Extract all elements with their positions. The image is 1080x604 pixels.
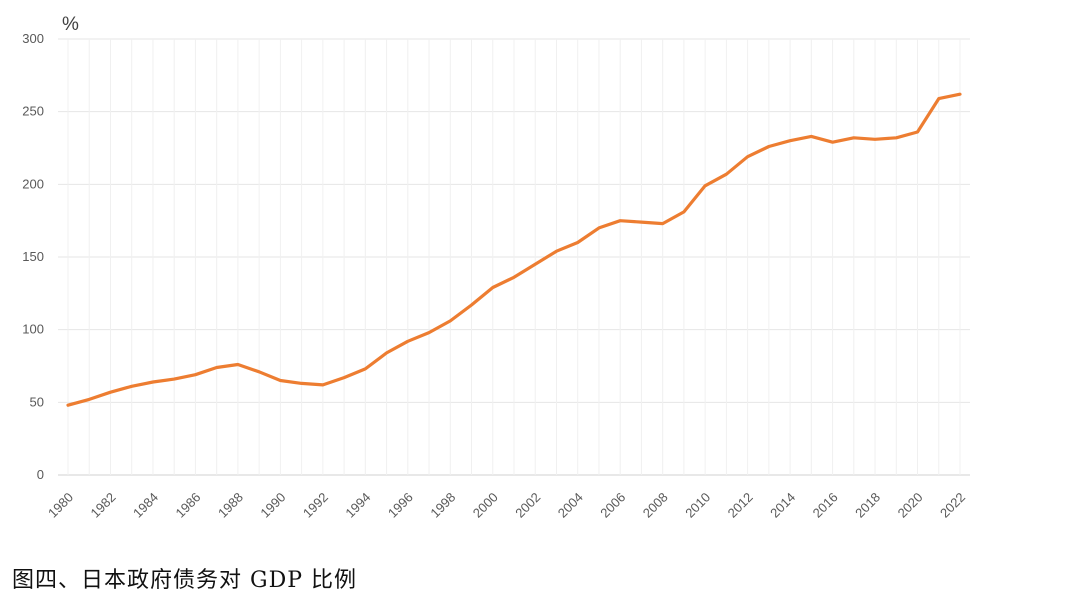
x-tick-label: 2014 bbox=[767, 490, 798, 521]
x-tick-label: 1980 bbox=[45, 490, 76, 521]
x-tick-label: 2006 bbox=[597, 490, 628, 521]
x-tick-label: 2022 bbox=[937, 490, 968, 521]
y-tick-label: 100 bbox=[22, 322, 44, 337]
series-line bbox=[66, 92, 962, 407]
y-tick-label: 50 bbox=[30, 394, 44, 409]
x-tick-label: 1998 bbox=[427, 490, 458, 521]
x-tick-label: 2010 bbox=[682, 490, 713, 521]
x-tick-label: 2012 bbox=[725, 490, 756, 521]
x-tick-label: 1990 bbox=[257, 490, 288, 521]
x-tick-label: 2016 bbox=[810, 490, 841, 521]
y-tick-label: 150 bbox=[22, 249, 44, 264]
y-axis-ticks: 0 50 100 150 200 250 300 bbox=[22, 31, 44, 482]
x-tick-label: 1996 bbox=[385, 490, 416, 521]
y-tick-label: 300 bbox=[22, 31, 44, 46]
y-tick-label: 0 bbox=[37, 467, 44, 482]
x-tick-label: 1988 bbox=[215, 490, 246, 521]
x-tick-label: 2002 bbox=[512, 490, 543, 521]
x-axis-ticks: 1980 1982 1984 1986 1988 1990 1992 1994 1996 1998… bbox=[45, 490, 968, 521]
y-tick-label: 200 bbox=[22, 176, 44, 191]
x-tick-label: 2004 bbox=[555, 490, 586, 521]
x-tick-label: 1982 bbox=[88, 490, 119, 521]
x-tick-label: 1986 bbox=[172, 490, 203, 521]
gridlines bbox=[58, 38, 970, 476]
x-tick-label: 2020 bbox=[895, 490, 926, 521]
y-axis-unit: % bbox=[62, 14, 79, 35]
x-tick-label: 1994 bbox=[342, 490, 373, 521]
x-tick-label: 2018 bbox=[852, 490, 883, 521]
x-tick-label: 2000 bbox=[470, 490, 501, 521]
x-tick-label: 2008 bbox=[640, 490, 671, 521]
x-tick-label: 1984 bbox=[130, 490, 161, 521]
y-tick-label: 250 bbox=[22, 104, 44, 119]
x-tick-label: 1992 bbox=[300, 490, 331, 521]
figure-caption: 图四、日本政府债务对 GDP 比例 bbox=[12, 568, 358, 593]
